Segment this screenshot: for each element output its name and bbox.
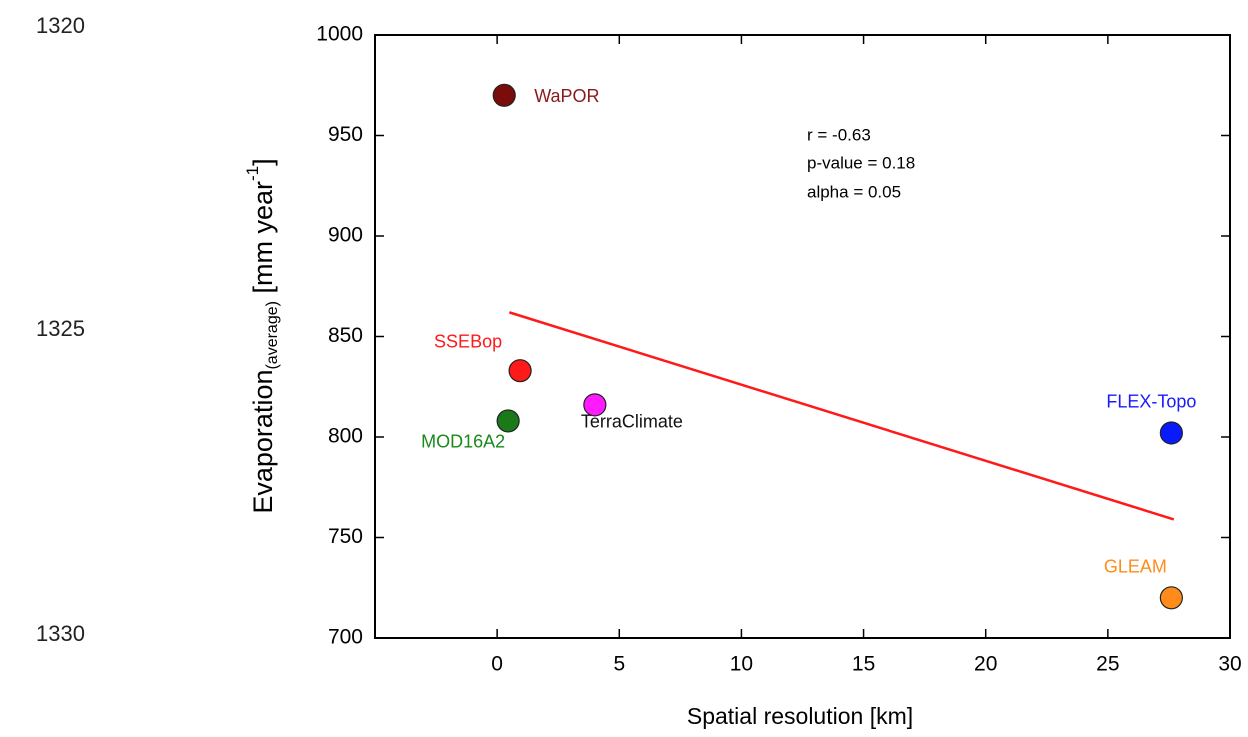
x-tick-label: 25: [1096, 653, 1119, 676]
point: [1159, 586, 1183, 610]
point-label: GLEAM: [1104, 557, 1167, 577]
point: [583, 393, 607, 417]
point-label: TerraClimate: [581, 412, 683, 432]
y-tick-label: 900: [328, 224, 363, 247]
y-title-sub: (average): [264, 301, 281, 369]
annotation: r = -0.63: [807, 125, 871, 144]
y-tick-label: 950: [328, 123, 363, 146]
point-label: WaPOR: [534, 86, 599, 106]
x-tick-label: 15: [852, 653, 875, 676]
x-tick-label: 20: [974, 653, 997, 676]
point: [496, 409, 520, 433]
x-tick-label: 0: [491, 653, 503, 676]
point: [1159, 421, 1183, 445]
y-title-unit: [mm year: [248, 181, 278, 301]
x-tick-label: 5: [613, 653, 625, 676]
trend-line: [508, 311, 1175, 521]
x-tick-label: 10: [730, 653, 753, 676]
y-title-close: ]: [248, 158, 278, 166]
y-title-sup: -1: [243, 166, 262, 181]
line-number: 1325: [36, 316, 85, 341]
point-label: FLEX-Topo: [1106, 392, 1196, 412]
y-tick-label: 850: [328, 324, 363, 347]
x-tick-label: 30: [1218, 653, 1241, 676]
x-axis-title: Spatial resolution [km]: [687, 703, 913, 729]
y-title-main: Evaporation: [248, 370, 278, 514]
y-tick-label: 1000: [316, 23, 363, 46]
plot-frame: [374, 34, 1231, 639]
y-tick-label: 800: [328, 425, 363, 448]
point: [508, 359, 532, 383]
line-number: 1320: [36, 13, 85, 38]
annotation: p-value = 0.18: [807, 153, 915, 172]
y-axis-title: Evaporation(average) [mm year-1]: [243, 158, 281, 513]
y-tick-label: 700: [328, 626, 363, 649]
point-label: MOD16A2: [421, 432, 505, 452]
point-label: SSEBop: [434, 331, 502, 351]
y-tick-label: 750: [328, 525, 363, 548]
annotation: alpha = 0.05: [807, 182, 901, 201]
line-number: 1330: [36, 621, 85, 646]
point: [492, 83, 516, 107]
